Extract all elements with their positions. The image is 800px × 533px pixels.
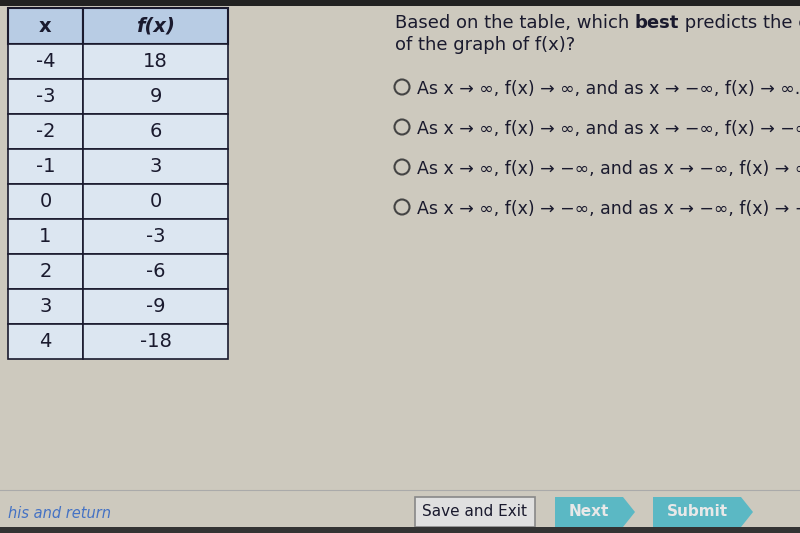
Text: 6: 6 — [150, 122, 162, 141]
Text: predicts the end beh: predicts the end beh — [679, 14, 800, 32]
Bar — [83, 184, 228, 219]
Bar — [83, 324, 228, 359]
Text: -2: -2 — [36, 122, 55, 141]
Text: -9: -9 — [146, 297, 166, 316]
Text: Based on the table, which: Based on the table, which — [395, 14, 635, 32]
Bar — [8, 79, 83, 114]
Text: 1: 1 — [39, 227, 52, 246]
Text: Submit: Submit — [666, 505, 727, 520]
Bar — [8, 324, 83, 359]
Bar — [8, 219, 83, 254]
Text: -1: -1 — [36, 157, 55, 176]
Text: Next: Next — [569, 505, 609, 520]
Text: -18: -18 — [139, 332, 171, 351]
Text: f(x): f(x) — [136, 17, 175, 36]
Text: As x → ∞, f(x) → ∞, and as x → −∞, f(x) → ∞.: As x → ∞, f(x) → ∞, and as x → −∞, f(x) … — [417, 80, 800, 98]
Text: 2: 2 — [39, 262, 52, 281]
Polygon shape — [653, 497, 753, 527]
Bar — [8, 114, 83, 149]
Bar — [83, 79, 228, 114]
Bar — [83, 114, 228, 149]
Text: 0: 0 — [150, 192, 162, 211]
Text: -3: -3 — [36, 87, 55, 106]
Bar — [8, 44, 83, 79]
Text: As x → ∞, f(x) → ∞, and as x → −∞, f(x) → −∞.: As x → ∞, f(x) → ∞, and as x → −∞, f(x) … — [417, 120, 800, 138]
Text: 4: 4 — [39, 332, 52, 351]
Text: 9: 9 — [150, 87, 162, 106]
Text: best: best — [635, 14, 679, 32]
Polygon shape — [555, 497, 635, 527]
Bar — [8, 289, 83, 324]
Bar — [83, 254, 228, 289]
Text: Save and Exit: Save and Exit — [422, 505, 527, 520]
Text: x: x — [39, 17, 52, 36]
Bar — [83, 219, 228, 254]
Bar — [83, 8, 228, 44]
Bar — [83, 289, 228, 324]
Text: As x → ∞, f(x) → −∞, and as x → −∞, f(x) → −∞: As x → ∞, f(x) → −∞, and as x → −∞, f(x)… — [417, 200, 800, 218]
Bar — [415, 497, 535, 527]
Bar — [8, 254, 83, 289]
Text: his and return: his and return — [8, 505, 111, 521]
Text: 0: 0 — [39, 192, 52, 211]
Text: 3: 3 — [39, 297, 52, 316]
Text: 18: 18 — [143, 52, 168, 71]
Text: -3: -3 — [146, 227, 166, 246]
Bar — [83, 44, 228, 79]
Bar — [8, 8, 83, 44]
Bar — [83, 149, 228, 184]
Text: of the graph of f(x)?: of the graph of f(x)? — [395, 36, 575, 54]
Bar — [8, 149, 83, 184]
Text: 3: 3 — [150, 157, 162, 176]
Bar — [0, 0, 800, 6]
Bar — [8, 184, 83, 219]
Text: -6: -6 — [146, 262, 166, 281]
Text: As x → ∞, f(x) → −∞, and as x → −∞, f(x) → ∞.: As x → ∞, f(x) → −∞, and as x → −∞, f(x)… — [417, 160, 800, 178]
Bar — [0, 527, 800, 533]
Text: -4: -4 — [36, 52, 55, 71]
